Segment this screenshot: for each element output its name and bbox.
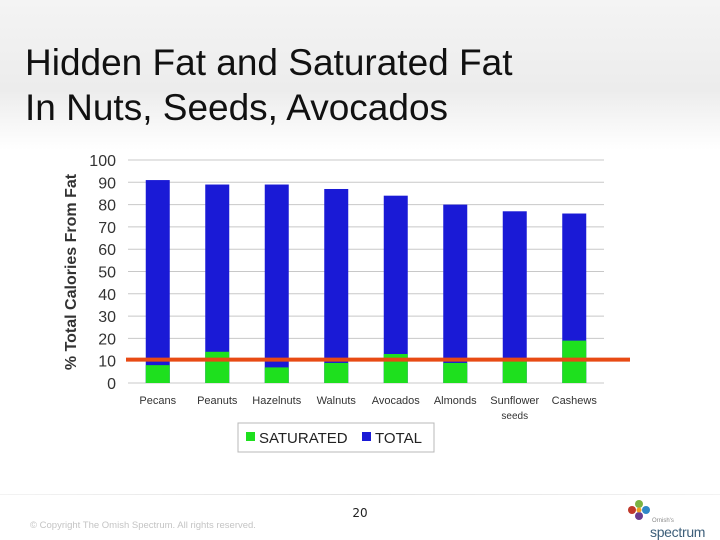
copyright-text: © Copyright The Omish Spectrum. All righ… [30, 520, 256, 531]
bar-total [264, 184, 289, 383]
bar-saturated [502, 358, 527, 383]
bar-total [205, 184, 230, 383]
logo-text: spectrum [650, 524, 706, 540]
y-tick-label: 50 [98, 265, 116, 282]
y-tick-label: 90 [98, 175, 116, 192]
grid-lines [128, 159, 604, 384]
legend-box [237, 422, 435, 453]
bar-total [383, 195, 408, 383]
spectrum-logo: Ornish's spectrum [626, 496, 716, 540]
x-tick-labels: Pecans Peanuts Hazelnuts Walnuts Avocados Alm… [139, 395, 597, 422]
page-number: 20 [352, 506, 368, 520]
slide-title: Hidden Fat and Saturated Fat In Nuts, Se… [25, 40, 512, 130]
bar-saturated [205, 351, 230, 383]
legend-label: SATURATED [259, 430, 348, 447]
bar-saturated [264, 367, 289, 383]
y-tick-labels: 0 10 20 30 40 50 60 70 80 90 100 [89, 153, 116, 393]
y-tick-label: 40 [98, 287, 116, 304]
bar-saturated [324, 362, 349, 383]
y-tick-label: 80 [98, 198, 116, 215]
bar-total [502, 211, 527, 383]
title-line-1: Hidden Fat and Saturated Fat [25, 42, 513, 83]
y-tick-label: 10 [98, 354, 116, 371]
y-tick-label: 30 [98, 309, 116, 326]
bars [145, 180, 587, 383]
legend-label: TOTAL [375, 430, 422, 447]
bar-total [443, 204, 468, 383]
title-line-2: In Nuts, Seeds, Avocados [25, 87, 449, 128]
bar-saturated [562, 340, 587, 383]
y-axis-label: % Total Calories From Fat [63, 173, 80, 370]
x-tick-label: Peanuts [197, 395, 238, 407]
y-tick-label: 60 [98, 242, 116, 259]
x-tick-label: Sunflower [490, 395, 539, 407]
bar-total [145, 180, 170, 383]
logo-small-text: Ornish's [652, 518, 674, 524]
x-tick-label: Avocados [372, 395, 421, 407]
bar-saturated [443, 362, 468, 383]
x-tick-label: Hazelnuts [252, 395, 301, 407]
y-tick-label: 100 [89, 153, 116, 170]
logo-mark-icon [628, 500, 650, 520]
y-tick-label: 0 [107, 376, 116, 393]
legend: SATURATED TOTAL [237, 422, 435, 453]
title-band [0, 0, 720, 150]
legend-swatch-saturated [246, 432, 255, 441]
bar-saturated [145, 365, 170, 383]
x-tick-label: Almonds [434, 395, 477, 407]
legend-swatch-total [362, 432, 371, 441]
x-tick-label: Walnuts [317, 395, 357, 407]
x-tick-label: Cashews [552, 395, 598, 407]
y-tick-label: 70 [98, 220, 116, 237]
bar-total [324, 188, 349, 383]
x-tick-label: seeds [501, 411, 528, 422]
footer-divider [0, 494, 720, 495]
x-tick-label: Pecans [139, 395, 176, 407]
y-tick-label: 20 [98, 331, 116, 348]
